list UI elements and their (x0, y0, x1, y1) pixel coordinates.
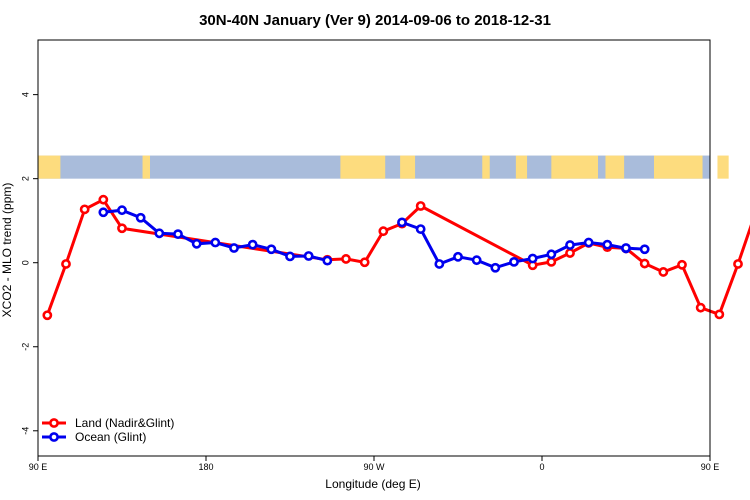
data-point (397, 217, 407, 228)
data-point (583, 237, 594, 248)
data-point (117, 205, 127, 216)
land-band-segment (142, 155, 150, 179)
series-line (45, 197, 750, 317)
data-point (639, 258, 650, 269)
data-point (210, 237, 221, 248)
data-point (527, 253, 538, 264)
land-band-segment (400, 155, 416, 179)
data-point (61, 259, 71, 269)
data-point (229, 243, 239, 253)
data-point (546, 256, 557, 267)
land-band-segment (38, 155, 61, 179)
data-point (415, 224, 426, 234)
data-point (415, 201, 426, 211)
chart-title: 30N-40N January (Ver 9) 2014-09-06 to 20… (199, 12, 551, 29)
data-point (191, 238, 202, 249)
y-axis-label: XCO2 - MLO trend (ppm) (0, 183, 14, 318)
data-point (247, 239, 258, 250)
data-point (98, 194, 109, 205)
x-axis-label: Longitude (deg E) (325, 477, 420, 491)
data-point (434, 259, 445, 269)
y-axis: -4 -2 0 2 4 (20, 92, 38, 435)
data-point (509, 256, 519, 267)
x-tick-label: 90 E (701, 462, 720, 472)
data-point (117, 223, 127, 234)
data-point (266, 244, 277, 255)
data-point (565, 248, 575, 258)
data-point (285, 251, 295, 262)
data-point (621, 243, 631, 253)
land-band-segment (717, 155, 729, 179)
data-point (677, 259, 687, 270)
y-tick-label: 4 (20, 92, 30, 97)
x-tick-label: 0 (539, 462, 544, 472)
data-point (471, 255, 482, 266)
data-point (733, 259, 743, 269)
data-point (173, 229, 183, 240)
x-tick-label: 180 (198, 462, 213, 472)
legend-marker (49, 432, 59, 442)
x-tick-label: 90 W (363, 462, 385, 472)
data-point (42, 310, 53, 321)
series-0 (42, 194, 750, 321)
series-2 (621, 243, 650, 255)
data-point (490, 262, 501, 273)
data-point (79, 204, 90, 215)
y-tick-label: 0 (20, 260, 30, 265)
data-point (98, 207, 109, 218)
data-point (658, 267, 669, 277)
land-band-segment (605, 155, 625, 179)
data-point (565, 240, 575, 250)
data-point (714, 309, 725, 320)
data-point (341, 254, 351, 264)
data-point (546, 249, 557, 260)
land-band-segment (340, 155, 386, 179)
land-band-segment (482, 155, 490, 179)
data-point (695, 302, 706, 313)
data-point (154, 228, 165, 239)
plot-area (38, 155, 750, 321)
legend: Land (Nadir&Glint)Ocean (Glint) (42, 416, 174, 444)
series-1 (98, 205, 631, 273)
data-point (322, 255, 333, 266)
y-tick-label: -2 (20, 343, 30, 351)
data-point (359, 257, 370, 268)
land-band-segment (654, 155, 703, 179)
y-tick-label: -4 (20, 427, 30, 435)
data-point (135, 212, 146, 223)
land-band-segment (515, 155, 528, 179)
legend-marker (49, 418, 59, 428)
data-point (602, 239, 613, 250)
x-axis: 90 E 180 90 W 0 90 E (29, 456, 720, 472)
y-tick-label: 2 (20, 176, 30, 181)
data-point (378, 226, 389, 237)
x-tick-label: 90 E (29, 462, 48, 472)
land-band-segment (551, 155, 598, 179)
legend-label: Land (Nadir&Glint) (75, 416, 174, 430)
data-point (639, 244, 650, 255)
data-point (453, 251, 463, 262)
data-point (303, 251, 314, 261)
legend-label: Ocean (Glint) (75, 430, 146, 444)
